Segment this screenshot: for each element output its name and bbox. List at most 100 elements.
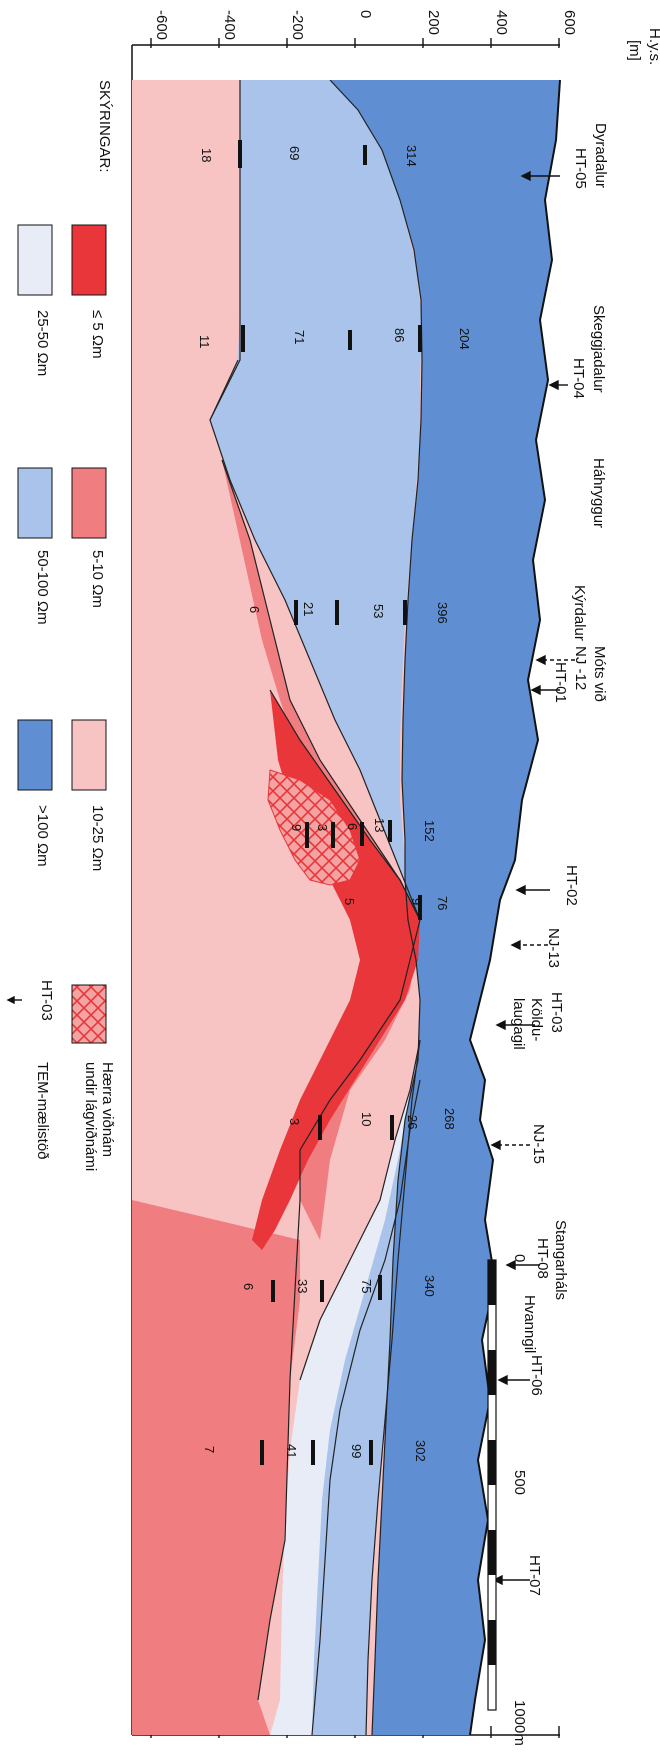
layer-gt100: [330, 80, 560, 1735]
value-ht08-2: 26: [405, 1115, 420, 1129]
value-ht03-2: 9: [409, 898, 424, 905]
tick-label-0: 0: [357, 10, 374, 18]
legend-title: SKÝRINGAR:: [96, 80, 113, 173]
value-ht05-3: 18: [199, 148, 214, 162]
scale-segment: [488, 1350, 496, 1395]
place-stangarhals: Stangarháls: [552, 1220, 569, 1300]
place-hahryggur: Háhryggur: [590, 458, 607, 528]
value-ht08-1: 268: [442, 1108, 457, 1130]
tick-label-600: 600: [561, 10, 578, 35]
place-laugagil: laugagil: [510, 998, 527, 1050]
scale-label-start: 0: [511, 1254, 528, 1262]
tick-marks-top: [132, 38, 560, 48]
place-koldu: Köldu-: [528, 998, 545, 1041]
value-ht07-3: 41: [284, 1444, 299, 1458]
station-ht03: HT-03: [548, 992, 565, 1033]
value-ht04-3: 71: [292, 330, 307, 344]
legend-label-lt5: ≤ 5 Ωm: [89, 310, 106, 359]
value-ht02-5: 9: [289, 824, 304, 831]
value-ht02-1: 152: [422, 820, 437, 842]
place-mots-vid: Móts við: [591, 646, 608, 702]
tick-labels: 600 400 200 0 -200 -400 -600: [153, 10, 578, 40]
tick-label--200: -200: [289, 10, 306, 40]
layer-5-10-right: [132, 1200, 300, 1735]
value-ht08-3: 10: [359, 1112, 374, 1126]
value-ht04-1: 204: [457, 328, 472, 350]
tick-label--400: -400: [221, 10, 238, 40]
station-ht05: HT-05: [572, 148, 589, 189]
legend-label-10-25: 10-25 Ωm: [89, 805, 106, 871]
value-ht01-3: 21: [301, 602, 316, 616]
value-ht03-1: 76: [435, 896, 450, 910]
station-ht08: HT-08: [534, 1238, 551, 1279]
station-nj15: NJ-15: [530, 1124, 547, 1164]
station-ht04: HT-04: [570, 358, 587, 399]
value-ht04-2: 86: [392, 328, 407, 342]
legend-swatch-gt100: [17, 719, 53, 791]
legend-label-25-50: 25-50 Ωm: [34, 310, 51, 376]
resistivity-values: 314 69 18 204 86 71 11 396 53 21 6 152 1…: [197, 145, 472, 1462]
value-ht05-1: 314: [404, 145, 419, 167]
legend-swatch-25-50: [17, 224, 53, 296]
legend-swatch-50-100: [17, 467, 53, 539]
place-dyradalur: Dyradalur: [592, 123, 609, 188]
value-ht02-4: 3: [315, 824, 330, 831]
scale-segment: [488, 1260, 496, 1305]
scale-segment: [488, 1440, 496, 1485]
value-ht08-4: 3: [287, 1118, 302, 1125]
scale-label-end: 1000m: [511, 1700, 528, 1746]
layer-lt5: [252, 690, 420, 1250]
value-ht07-2: 99: [349, 1444, 364, 1458]
scale-label-mid: 500: [511, 1470, 528, 1495]
station-ht07: HT-07: [526, 1555, 543, 1596]
legend-swatch-lt5: [71, 224, 107, 296]
place-names: Dyradalur Skeggjadalur Háhryggur Kýrdalu…: [510, 123, 609, 1353]
legend-arrow-icon: [6, 995, 22, 1005]
tick-label--600: -600: [153, 10, 170, 40]
station-labels: HT-05 HT-04 HT-01 NJ -12 HT-02 NJ-13 HT-…: [526, 148, 589, 1596]
legend-swatch-hatch: [71, 984, 107, 1044]
value-ht01-4: 6: [247, 606, 262, 613]
station-ht06: HT-06: [528, 1355, 545, 1396]
tick-label-400: 400: [493, 10, 510, 35]
layer-50-100: [132, 80, 560, 1735]
place-kyrdalur: Kýrdalur: [571, 585, 588, 641]
station-depth-marks: [238, 140, 422, 1465]
legend-label-gt100: >100 Ωm: [34, 805, 51, 867]
value-ht07-4: 7: [202, 1446, 217, 1453]
value-ht06-1: 340: [422, 1275, 437, 1297]
value-ht03-3: 5: [342, 898, 357, 905]
legend-swatch-5-10: [71, 467, 107, 539]
legend-label-hatch-2: undir lágviðnámi: [82, 1062, 99, 1171]
place-hvanngil: Hvanngil: [521, 1295, 538, 1353]
value-ht02-2: 13: [372, 818, 387, 832]
legend-swatch-10-25: [71, 719, 107, 791]
hatched-higher-resistivity: [267, 769, 361, 886]
legend-label-hatch-1: Hærra viðnám: [99, 1062, 116, 1157]
place-skeggjadalur: Skeggjadalur: [590, 305, 607, 393]
value-ht05-2: 69: [287, 146, 302, 160]
legend: SKÝRINGAR: ≤ 5 Ωm 25-50 Ωm 5-10 Ωm 50-10…: [6, 80, 116, 1171]
axis-title-line1: H.y.s.: [646, 28, 660, 65]
station-nj12: NJ -12: [572, 646, 589, 690]
legend-label-tem: TEM-mælistöð: [34, 1062, 51, 1160]
value-ht07-1: 302: [413, 1440, 428, 1462]
legend-label-5-10: 5-10 Ωm: [89, 550, 106, 608]
station-ht01: HT-01: [552, 662, 569, 703]
scale-segment: [488, 1620, 496, 1665]
tick-label-200: 200: [425, 10, 442, 35]
value-ht06-2: 75: [359, 1279, 374, 1293]
value-ht06-4: 6: [241, 1283, 256, 1290]
scale-segment: [488, 1530, 496, 1575]
axis-title-line2: [m]: [626, 40, 643, 61]
value-ht02-3: 6: [345, 823, 360, 830]
station-arrows: [490, 170, 575, 1586]
scale-segments: [488, 1260, 496, 1665]
legend-station-sample: HT-03: [38, 980, 55, 1021]
value-ht06-3: 33: [295, 1279, 310, 1293]
station-ht02: HT-02: [563, 865, 580, 906]
value-ht04-4: 11: [197, 335, 212, 349]
value-ht01-2: 53: [371, 604, 386, 618]
terrain-surface: [468, 79, 561, 1736]
